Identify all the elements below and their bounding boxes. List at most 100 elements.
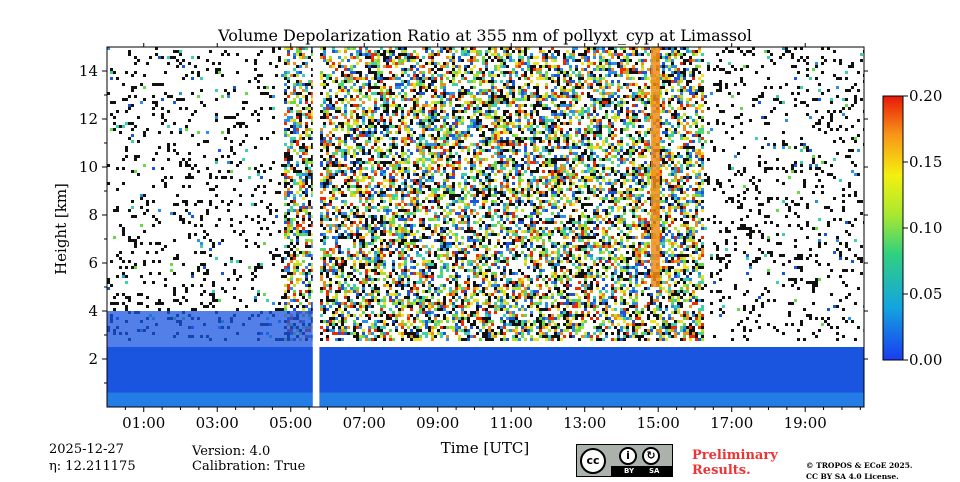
data-pixel [380,218,383,221]
data-pixel [362,152,365,155]
data-pixel [152,101,155,104]
data-pixel [371,200,374,203]
data-pixel [383,278,386,281]
data-pixel [377,59,380,62]
data-pixel [404,170,407,173]
data-pixel [353,287,356,290]
data-pixel [365,224,368,227]
data-pixel [494,152,497,155]
data-pixel [359,281,362,284]
data-pixel [500,251,503,254]
data-pixel [455,245,458,248]
data-pixel [443,245,446,248]
data-pixel [413,164,416,167]
data-pixel [308,284,311,287]
data-pixel [302,209,305,212]
data-pixel [362,83,365,86]
data-pixel [113,128,116,131]
data-pixel [482,254,485,257]
data-pixel [482,239,485,242]
data-pixel [401,275,404,278]
data-pixel [122,182,125,185]
data-pixel [437,62,440,65]
data-pixel [353,173,356,176]
data-pixel [440,305,443,308]
data-pixel [410,122,413,125]
data-pixel [278,59,281,62]
data-pixel [398,299,401,302]
data-pixel [401,257,404,260]
data-pixel [395,86,398,89]
data-pixel [362,128,365,131]
data-pixel [362,290,365,293]
data-pixel [506,197,509,200]
data-pixel [494,161,497,164]
data-pixel [368,137,371,140]
data-pixel [494,212,497,215]
data-pixel [302,272,305,275]
data-pixel [434,308,437,311]
data-pixel [332,317,335,320]
data-pixel [122,272,125,275]
data-pixel [119,251,122,254]
data-pixel [320,239,323,242]
data-pixel [332,266,335,269]
data-pixel [377,227,380,230]
data-pixel [482,200,485,203]
data-pixel [323,215,326,218]
data-pixel [308,302,311,305]
data-pixel [401,215,404,218]
data-pixel [335,293,338,296]
data-pixel [488,80,491,83]
data-pixel [404,80,407,83]
data-pixel [308,128,311,131]
data-pixel [518,218,521,221]
data-pixel [395,281,398,284]
data-pixel [401,263,404,266]
data-pixel [431,305,434,308]
data-pixel [386,245,389,248]
data-pixel [293,86,296,89]
data-pixel [299,173,302,176]
data-pixel [380,308,383,311]
data-pixel [305,179,308,182]
data-pixel [440,95,443,98]
data-pixel [470,71,473,74]
data-pixel [407,137,410,140]
data-pixel [347,125,350,128]
data-pixel [326,296,329,299]
data-pixel [347,152,350,155]
data-pixel [491,77,494,80]
data-pixel [200,293,203,296]
data-pixel [365,278,368,281]
data-pixel [452,59,455,62]
data-pixel [221,176,224,179]
data-pixel [344,113,347,116]
data-pixel [416,104,419,107]
data-pixel [476,122,479,125]
data-pixel [392,110,395,113]
data-pixel [500,290,503,293]
data-pixel [380,98,383,101]
data-pixel [170,176,173,179]
data-pixel [521,179,524,182]
data-pixel [422,233,425,236]
data-pixel [266,137,269,140]
data-pixel [395,203,398,206]
data-pixel [275,65,278,68]
data-pixel [443,191,446,194]
data-pixel [350,116,353,119]
data-pixel [326,251,329,254]
data-pixel [359,233,362,236]
data-pixel [503,125,506,128]
data-pixel [485,317,488,320]
data-pixel [284,155,287,158]
data-pixel [509,203,512,206]
data-pixel [311,182,314,185]
data-pixel [434,101,437,104]
data-pixel [305,161,308,164]
data-pixel [374,329,377,332]
data-pixel [473,245,476,248]
data-pixel [512,323,515,326]
data-pixel [404,239,407,242]
